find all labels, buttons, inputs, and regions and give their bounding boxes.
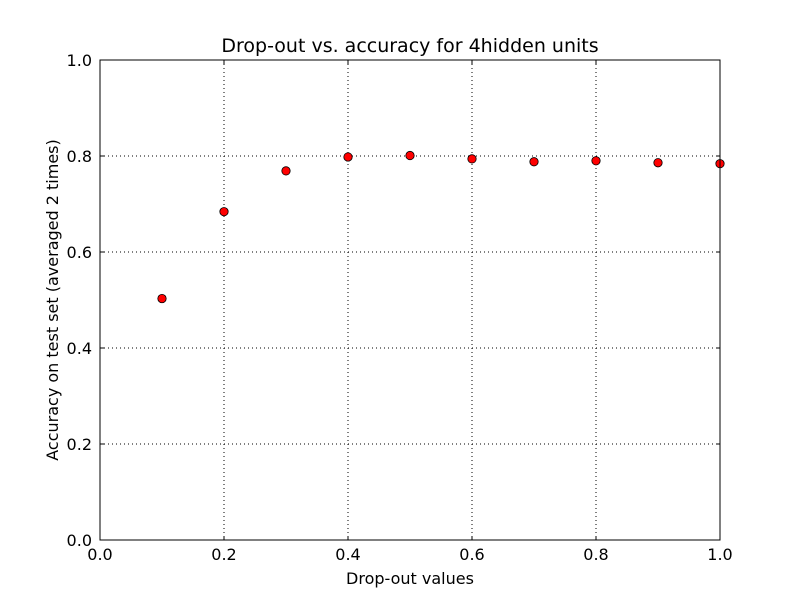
- data-point: [405, 150, 415, 161]
- grid: [100, 60, 720, 540]
- y-tick-label: 0.6: [67, 243, 92, 262]
- data-point: [219, 207, 229, 217]
- data-point: [591, 156, 601, 166]
- axis-ticks: [99, 59, 721, 541]
- x-tick-label: 0.8: [583, 545, 608, 564]
- y-axis-label: Accuracy on test set (averaged 2 times): [43, 139, 62, 460]
- x-tick-label: 1.0: [707, 545, 732, 564]
- y-tick-label: 0.4: [67, 339, 92, 358]
- x-tick-label: 0.6: [459, 545, 484, 564]
- data-point: [467, 154, 477, 164]
- data-points: [157, 150, 725, 304]
- chart-title: Drop-out vs. accuracy for 4hidden units: [221, 35, 598, 57]
- data-point: [157, 293, 167, 304]
- x-tick-label: 0.2: [211, 545, 236, 564]
- x-tick-label: 0.4: [335, 545, 360, 564]
- x-tick-label: 0.0: [87, 545, 112, 564]
- y-tick-label: 1.0: [67, 51, 92, 70]
- tick-labels: 0.0 0.2 0.4 0.6 0.8 1.0 0.0 0.2 0.4 0.6 0.8 1.0: [67, 51, 733, 564]
- data-point: [343, 152, 353, 162]
- plot-area-frame: [99, 59, 721, 541]
- y-tick-label: 0.2: [67, 435, 92, 454]
- data-point: [529, 157, 539, 167]
- y-tick-label: 0.0: [67, 531, 92, 550]
- x-axis-label: Drop-out values: [346, 569, 474, 588]
- y-tick-label: 0.8: [67, 147, 92, 166]
- data-point: [281, 166, 291, 176]
- data-point: [653, 158, 663, 168]
